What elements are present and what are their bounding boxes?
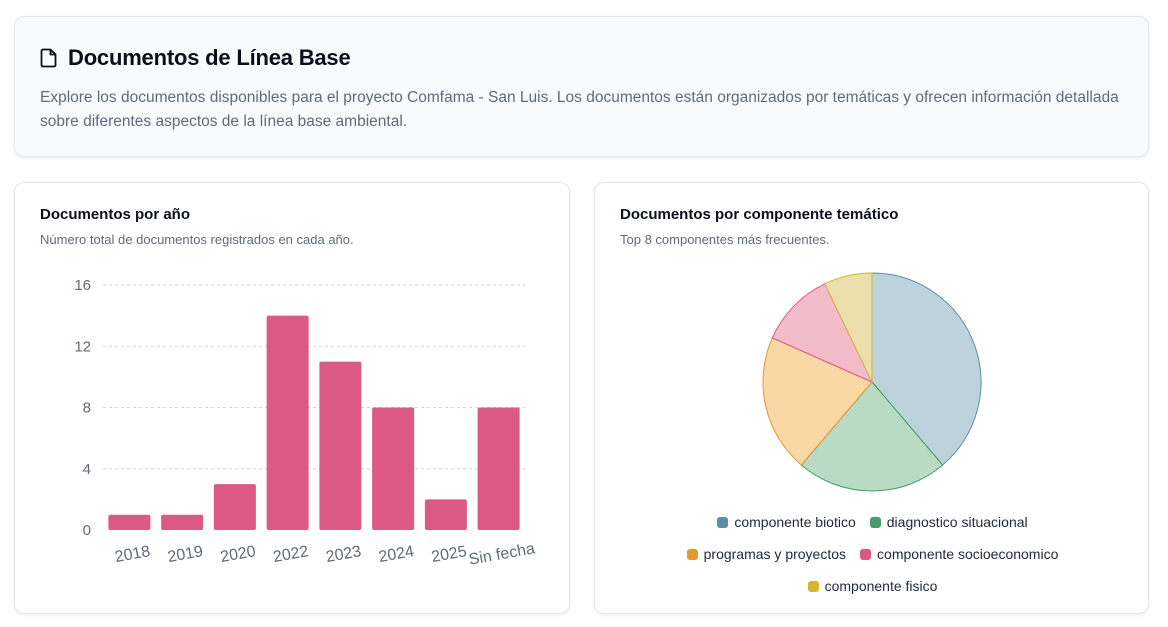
x-tick-label: 2023 [325,543,363,566]
pie-chart [762,272,982,492]
legend-swatch [717,516,729,528]
x-tick-label: 2020 [219,543,257,566]
pie-chart-card: Documentos por componente temático Top 8… [594,182,1149,614]
pie-slice[interactable] [762,337,873,466]
x-tick-label: 2022 [272,543,310,566]
legend-swatch [807,580,819,592]
legend-swatch [869,516,881,528]
legend-item[interactable]: componente biotico [717,514,856,530]
legend-label: componente fisico [824,578,938,594]
legend-swatch [686,548,698,560]
bar[interactable] [108,514,151,530]
header-card: Documentos de Línea Base Explore los doc… [14,16,1149,157]
pie-legend: componente biotico diagnostico situaciona… [595,506,1150,602]
legend-label: componente socioeconomico [877,546,1059,562]
legend-item[interactable]: programas y proyectos [686,546,847,562]
x-tick-label: 2018 [114,543,152,566]
legend-item[interactable]: componente socioeconomico [860,546,1058,562]
page-title-row: Documentos de Línea Base [40,45,351,71]
bar-chart: 0 4 8 12 16 2018 2019 2020 2022 2023 2024 2025 Sin f… [74,277,537,569]
x-tick-label: Sin fecha [468,540,537,568]
bar[interactable] [372,407,415,531]
bar-chart-card: Documentos por año Número total de docum… [14,182,570,614]
legend-label: programas y proyectos [703,546,847,562]
legend-row: programas y proyectos componente socioeco… [595,538,1150,570]
bar[interactable] [213,484,256,530]
y-tick-label: 16 [74,277,91,294]
bar-chart-title: Documentos por año [40,206,191,223]
bar[interactable] [424,499,467,530]
y-tick-label: 12 [74,338,91,355]
legend-row: componente fisico [595,570,1150,602]
y-tick-label: 0 [83,522,91,539]
x-tick-label: 2025 [430,543,468,566]
legend-item[interactable]: diagnostico situacional [869,514,1028,530]
legend-swatch [860,548,872,560]
pie-slice[interactable] [800,381,944,492]
bar[interactable] [161,514,204,530]
bar-chart-subtitle: Número total de documentos registrados e… [40,232,354,247]
bar[interactable] [319,361,362,530]
legend-label: diagnostico situacional [886,514,1028,530]
pie-slice[interactable] [771,283,874,384]
bar[interactable] [477,407,520,531]
pie-chart-subtitle: Top 8 componentes más frecuentes. [620,232,830,247]
x-tick-label: 2019 [166,543,204,566]
y-tick-label: 8 [83,400,91,417]
legend-row: componente biotico diagnostico situaciona… [595,506,1150,538]
page-title: Documentos de Línea Base [68,45,351,70]
x-tick-label: 2024 [377,543,415,566]
pie-chart-title: Documentos por componente temático [620,206,899,223]
legend-item[interactable]: componente fisico [807,578,938,594]
bar[interactable] [266,315,309,530]
pie-slice[interactable] [871,272,982,466]
page-description: Explore los documentos disponibles para … [40,89,1119,130]
pie-slice[interactable] [824,272,873,383]
y-tick-label: 4 [83,461,91,478]
document-icon [40,48,57,68]
legend-label: componente biotico [734,514,856,530]
